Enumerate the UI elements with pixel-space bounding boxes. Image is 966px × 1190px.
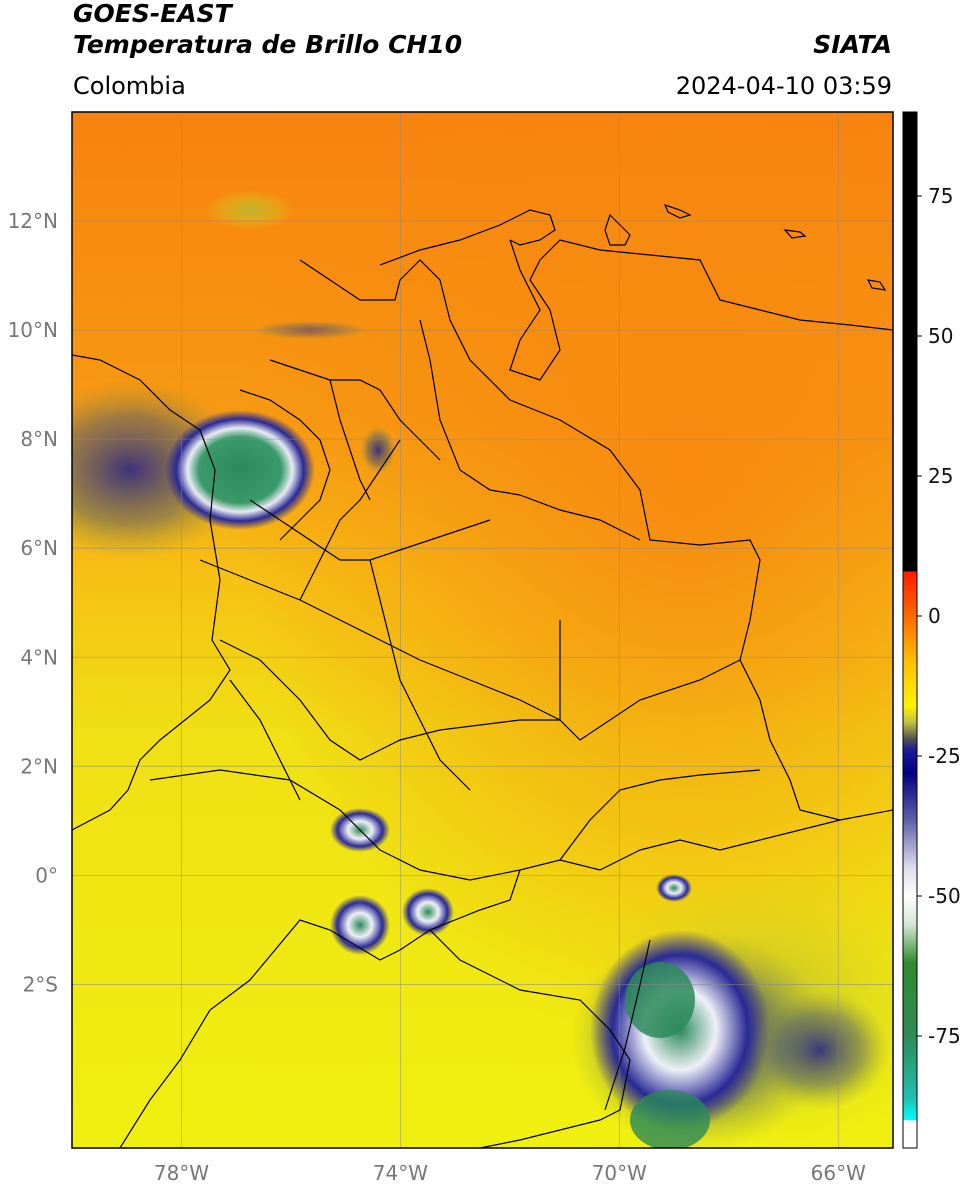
latitude-tick-label: 12°N [8,209,58,233]
region-label: Colombia [73,72,186,100]
longitude-tick-label: 78°W [154,1161,209,1185]
latitude-tick-label: 8°N [20,427,58,451]
channel-title: Temperatura de Brillo CH10 [73,30,463,59]
colorbar-tick-label: 0 [928,604,941,628]
latitude-tick-label: 10°N [8,318,58,342]
longitude-tick-label: 70°W [592,1161,647,1185]
colorbar-tick-label: -50 [928,884,961,908]
latitude-tick-label: 0° [35,863,58,887]
colorbar: 75 50 25 0 -25 -50 -75 [902,111,961,1149]
colorbar-tick-label: -75 [928,1024,961,1048]
latitude-tick-label: 2°S [23,972,58,996]
longitude-tick-label: 74°W [373,1161,428,1185]
storm-cloud [656,874,692,902]
satellite-imagery [72,112,893,1148]
map-frame [71,111,894,1149]
colorbar-tick-label: -25 [928,744,961,768]
graticule [72,112,893,1148]
colorbar-tick-label: 75 [928,184,953,208]
storm-cloud [330,895,390,955]
colorbar-tick-label: 25 [928,464,953,488]
storm-cloud [165,410,315,530]
latitude-tick-label: 2°N [20,754,58,778]
timestamp-label: 2024-04-10 03:59 [675,72,892,100]
colorbar-tick-label: 50 [928,324,953,348]
country-borders [72,204,893,1148]
latitude-ticks: 12°N 10°N 8°N 6°N 4°N 2°N 0° 2°S [8,209,58,996]
latitude-tick-label: 6°N [20,536,58,560]
product-title: GOES-EAST [73,0,232,28]
longitude-ticks: 78°W 74°W 70°W 66°W [154,1161,866,1185]
organization-label: SIATA [813,30,892,59]
storm-cloud [402,888,454,936]
latitude-tick-label: 4°N [20,645,58,669]
longitude-tick-label: 66°W [811,1161,866,1185]
